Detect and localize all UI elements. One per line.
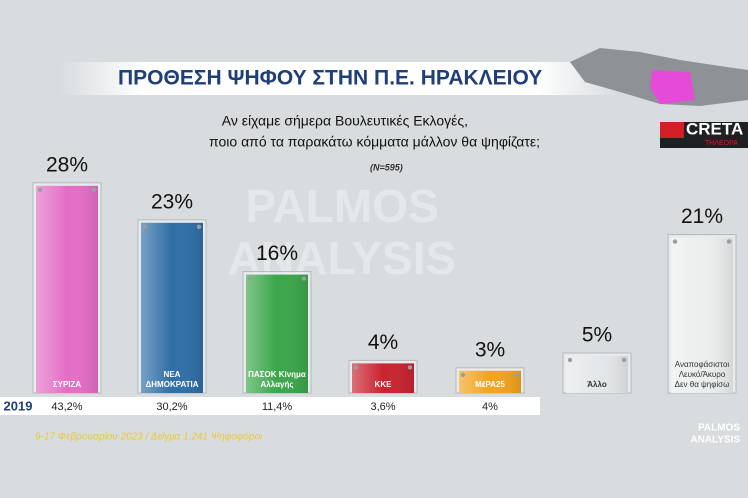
category-label: ΣΥΡΙΖΑ — [52, 380, 82, 389]
brand-mark — [660, 122, 684, 138]
previous-label: 2019 — [4, 398, 33, 413]
bar-rivet — [301, 276, 307, 281]
bar-rivet — [196, 224, 202, 229]
bar-rivet — [142, 224, 148, 229]
bar-rivet — [621, 357, 627, 363]
bar-rivet — [460, 372, 466, 377]
bar-rivet — [353, 365, 359, 370]
bar-rivet — [514, 372, 520, 377]
previous-band — [0, 397, 540, 415]
subtitle: Αν είχαμε σήμερα Βουλευτικές Εκλογές, — [222, 113, 468, 129]
footer-brand: PALMOS — [698, 423, 740, 434]
value-label: 3% — [475, 338, 505, 361]
bar-gloss — [459, 370, 521, 393]
category-label: Αναποφάσιστοι Λευκό/Άκυρο Δεν θα ψηφίσω — [674, 360, 730, 389]
sample-note: (N=595) — [370, 162, 403, 172]
bar-rivet — [407, 365, 413, 370]
title-band — [60, 62, 620, 95]
bar-rivet — [247, 276, 253, 281]
bar-gloss — [671, 237, 733, 393]
bar-gloss — [141, 222, 203, 393]
value-label: 21% — [681, 205, 723, 228]
value-label: 28% — [46, 153, 88, 176]
brand-sub: ΤΗΛΕΟΡΑ — [705, 140, 738, 147]
previous-value: 11,4% — [262, 401, 293, 413]
category-label: Άλλο — [587, 380, 607, 389]
value-label: 4% — [368, 331, 398, 354]
bar-gloss — [246, 274, 308, 393]
value-label: 23% — [151, 190, 193, 213]
footer-brand: ANALYSIS — [690, 435, 740, 446]
watermark: PALMOS — [245, 180, 438, 232]
brand: CRETA — [686, 119, 743, 138]
source: 9-17 Φεβρουαρίου 2023 / Δείγμα 1.241 Ψηφ… — [35, 431, 263, 443]
bar-rivet — [672, 239, 678, 244]
previous-value: 3,6% — [370, 401, 395, 413]
bar-gloss — [36, 185, 98, 393]
category-label: ΠΑΣΟΚ Κίνημα Αλλαγής — [248, 370, 306, 389]
value-label: 5% — [582, 324, 612, 347]
previous-value: 30,2% — [156, 401, 187, 413]
map-region — [650, 70, 695, 104]
bar-gloss — [566, 356, 628, 393]
bar-gloss — [352, 363, 414, 393]
category-label: ΚΚΕ — [374, 380, 392, 389]
category-label: ΜέΡΑ25 — [475, 380, 505, 389]
bar-rivet — [567, 357, 573, 363]
chart-title: ΠΡΟΘΕΣΗ ΨΗΦΟΥ ΣΤΗΝ Π.Ε. ΗΡΑΚΛΕΙΟΥ — [118, 67, 542, 90]
bar-rivet — [726, 239, 732, 244]
value-label: 16% — [256, 242, 298, 265]
category-label: ΝΕΑ ΔΗΜΟΚΡΑΤΙΑ — [145, 370, 199, 389]
subtitle: ποιο από τα παρακάτω κόμματα μάλλον θα ψ… — [209, 134, 540, 150]
bar-rivet — [37, 187, 43, 192]
bar-rivet — [91, 187, 97, 192]
previous-value: 43,2% — [51, 401, 82, 413]
previous-value: 4% — [482, 401, 498, 413]
